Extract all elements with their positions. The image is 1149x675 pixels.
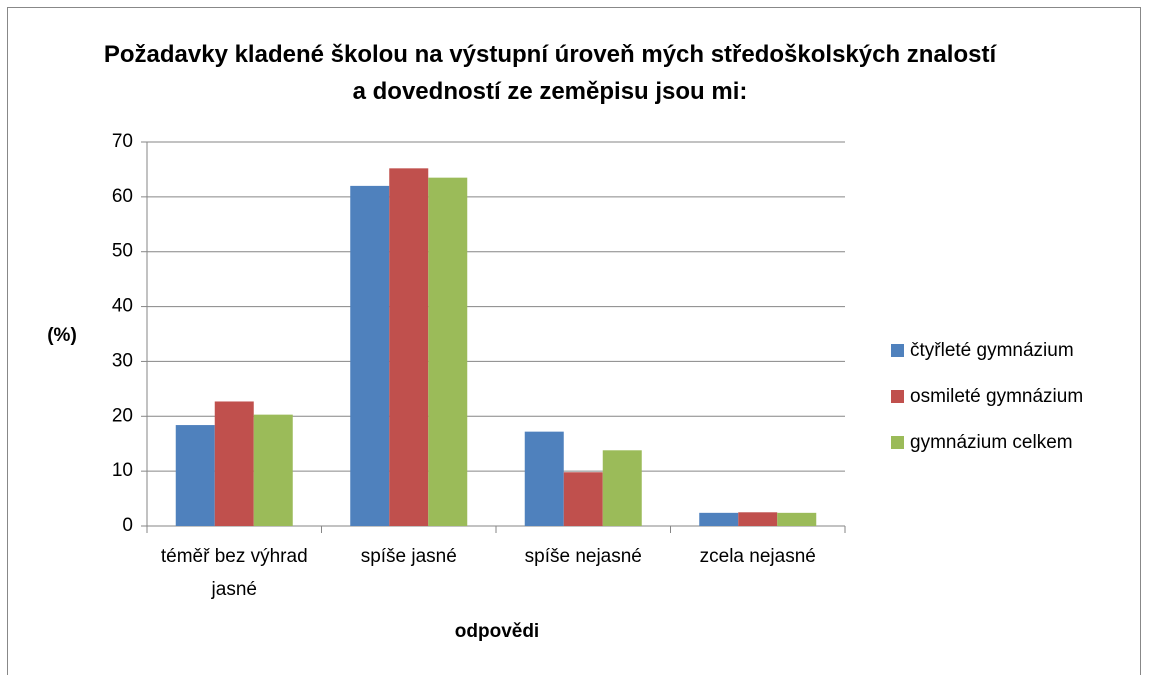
y-tick-label: 40	[112, 296, 133, 317]
y-tick-label: 0	[122, 515, 133, 536]
bar	[389, 168, 429, 526]
y-axis-label: (%)	[47, 325, 77, 346]
bar	[350, 185, 390, 526]
x-tick-label: zcela nejasné	[699, 546, 816, 567]
y-tick-label: 30	[112, 350, 133, 371]
y-tick-label: 20	[112, 405, 133, 426]
chart-title: Požadavky kladené školou na výstupní úro…	[103, 41, 997, 105]
legend-swatch	[891, 436, 904, 449]
y-tick-label: 50	[112, 241, 133, 262]
y-tick-label: 10	[112, 460, 133, 481]
chart-border	[7, 7, 1141, 675]
bar	[428, 177, 468, 526]
legend-label: čtyřleté gymnázium	[910, 340, 1074, 361]
y-tick-label: 60	[112, 186, 133, 207]
legend-label: osmileté gymnázium	[910, 386, 1083, 407]
bar	[563, 472, 603, 526]
x-axis-label: odpovědi	[455, 621, 539, 642]
bar	[175, 425, 215, 526]
legend-label: gymnázium celkem	[910, 432, 1073, 453]
y-tick-label: 70	[112, 131, 133, 152]
legend-swatch	[891, 390, 904, 403]
x-tick-label: téměř bez výhrad jasné	[160, 546, 308, 600]
bar	[524, 431, 564, 526]
legend-swatch	[891, 344, 904, 357]
bar	[777, 512, 817, 526]
bar	[699, 512, 739, 526]
bar	[602, 450, 642, 526]
bar	[738, 512, 778, 526]
bar	[214, 401, 254, 526]
bar	[253, 414, 293, 526]
x-tick-label: spíše nejasné	[524, 546, 642, 567]
x-tick-label: spíše jasné	[360, 546, 457, 567]
